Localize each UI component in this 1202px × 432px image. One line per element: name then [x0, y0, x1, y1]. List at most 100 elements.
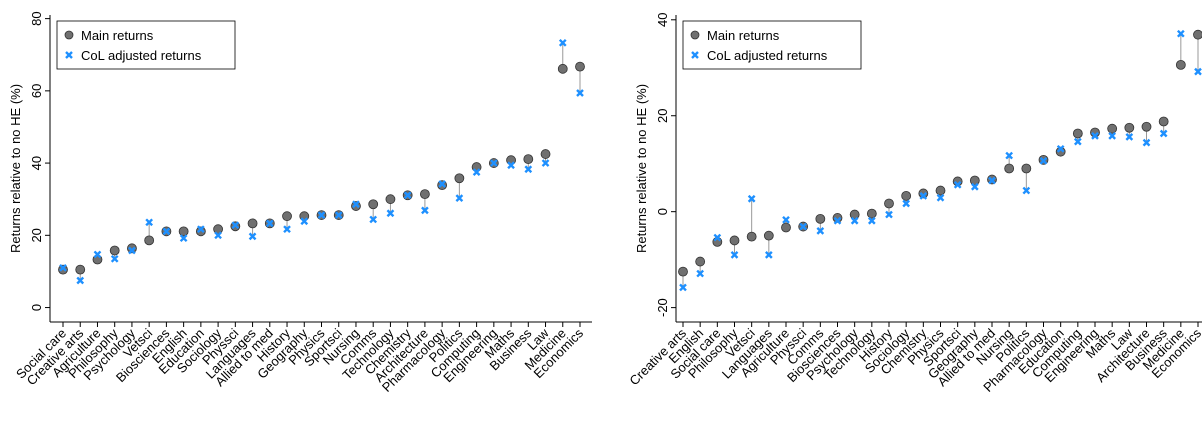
main-point — [849, 209, 860, 220]
col-point — [386, 209, 395, 218]
main-point — [178, 226, 189, 237]
main-point — [282, 211, 292, 222]
col-point — [59, 263, 67, 272]
col-point — [214, 231, 222, 240]
col-point — [970, 182, 979, 191]
col-point — [1125, 132, 1134, 141]
legend-marker — [690, 30, 700, 40]
col-point — [953, 180, 962, 189]
col-point — [145, 218, 154, 227]
col-point — [850, 216, 859, 225]
legend-marker — [65, 51, 73, 59]
col-point — [1159, 129, 1168, 138]
col-point — [507, 161, 515, 170]
col-point — [1108, 132, 1117, 140]
col-point — [317, 211, 326, 219]
col-point — [93, 250, 102, 259]
main-point — [763, 230, 774, 241]
main-point — [969, 175, 980, 186]
col-point — [799, 222, 808, 231]
main-point — [454, 173, 465, 184]
legend-box — [682, 20, 862, 70]
main-point — [1158, 116, 1169, 127]
main-point — [75, 264, 86, 275]
col-point — [438, 180, 446, 188]
main-point — [729, 235, 740, 246]
legend-marker — [691, 51, 699, 59]
main-point — [1072, 128, 1083, 139]
col-point — [1073, 137, 1082, 146]
col-point — [558, 38, 567, 47]
main-point — [815, 213, 826, 224]
col-point — [128, 246, 136, 255]
col-point — [421, 206, 429, 215]
y-tick-label: 40 — [655, 13, 670, 27]
main-point — [918, 188, 929, 199]
y-tick-label: 20 — [655, 109, 670, 123]
col-point — [730, 250, 739, 259]
main-point — [385, 194, 396, 205]
main-point — [746, 231, 757, 242]
col-point — [1005, 151, 1014, 160]
col-point — [885, 210, 893, 219]
col-point — [472, 168, 481, 176]
col-point — [576, 89, 584, 97]
main-point — [144, 235, 155, 246]
main-point — [1124, 122, 1135, 133]
y-axis-label: Returns relative to no HE (%) — [634, 84, 649, 253]
col-point — [369, 215, 378, 224]
col-point — [1176, 29, 1185, 38]
col-point — [1039, 156, 1048, 165]
main-point — [58, 264, 68, 275]
legend-label: CoL adjusted returns — [707, 48, 828, 63]
main-point — [247, 218, 258, 229]
col-point — [713, 233, 722, 242]
main-point — [523, 154, 534, 165]
col-point — [197, 225, 205, 234]
y-tick-label: -20 — [655, 298, 670, 317]
col-point — [833, 216, 842, 225]
main-point — [195, 226, 206, 237]
col-point — [1142, 138, 1151, 147]
col-point — [782, 215, 790, 224]
col-point — [679, 283, 687, 292]
main-point — [935, 185, 946, 196]
main-point — [1021, 163, 1032, 174]
y-tick-label: 80 — [29, 11, 44, 25]
main-point — [781, 222, 791, 233]
col-point — [696, 269, 705, 278]
col-point — [231, 221, 240, 230]
col-point — [1194, 67, 1202, 76]
y-axis-label: Returns relative to no HE (%) — [8, 84, 23, 253]
col-point — [936, 193, 945, 202]
col-point — [283, 225, 291, 234]
col-point — [489, 159, 498, 167]
y-tick-label: 40 — [29, 156, 44, 170]
y-tick-label: 0 — [29, 304, 44, 311]
col-point — [248, 232, 257, 241]
col-point — [919, 191, 928, 200]
main-point — [901, 190, 912, 201]
main-point — [884, 198, 894, 209]
col-point — [334, 211, 343, 219]
col-point — [1091, 132, 1099, 140]
main-point — [368, 199, 379, 210]
legend-marker — [64, 30, 74, 40]
main-point — [419, 189, 430, 200]
col-point — [162, 227, 171, 236]
main-point — [1175, 59, 1186, 70]
legend-label: CoL adjusted returns — [81, 48, 202, 63]
col-point — [541, 159, 550, 167]
col-point — [179, 234, 188, 243]
col-point — [455, 194, 464, 202]
col-point — [352, 200, 360, 209]
y-tick-label: 60 — [29, 84, 44, 98]
legend-label: Main returns — [81, 28, 154, 43]
col-point — [110, 254, 119, 263]
col-point — [1022, 186, 1031, 195]
col-point — [265, 219, 274, 228]
y-tick-label: 20 — [29, 228, 44, 242]
main-point — [678, 266, 688, 277]
legend-box — [56, 20, 236, 70]
col-point — [1056, 144, 1065, 153]
